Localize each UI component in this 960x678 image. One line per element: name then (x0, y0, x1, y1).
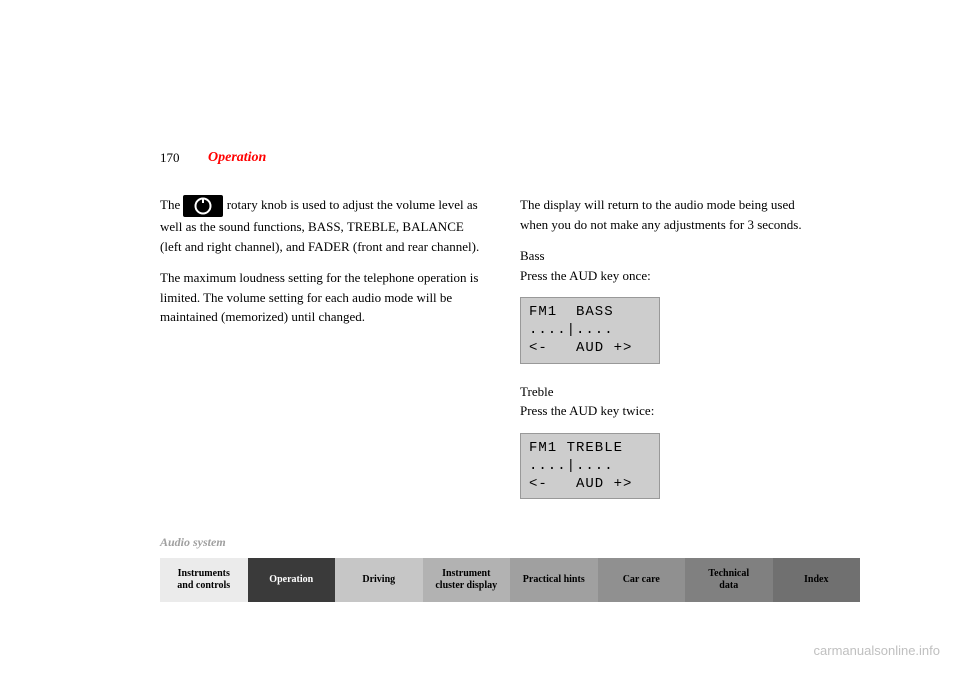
section-label: Audio system (160, 535, 226, 550)
lcd-line: <- AUD +> (529, 476, 632, 492)
tab-driving[interactable]: Driving (335, 558, 423, 602)
right-column: The display will return to the audio mod… (520, 195, 820, 517)
tab-instruments[interactable]: Instrumentsand controls (160, 558, 248, 602)
tab-instrument-cluster[interactable]: Instrumentcluster display (423, 558, 511, 602)
tab-index[interactable]: Index (773, 558, 861, 602)
paragraph: The maximum loudness setting for the tel… (160, 268, 480, 327)
treble-text: Press the AUD key twice: (520, 401, 820, 421)
page-header: Operation (208, 150, 266, 166)
tab-car-care[interactable]: Car care (598, 558, 686, 602)
tab-operation[interactable]: Operation (248, 558, 336, 602)
tab-practical-hints[interactable]: Practical hints (510, 558, 598, 602)
lcd-line: ....|.... (529, 458, 614, 474)
nav-tabs: Instrumentsand controls Operation Drivin… (160, 558, 860, 602)
manual-page: 170 Operation The rotary knob is used to… (120, 110, 840, 620)
text: rotary knob is used to adjust the volume (227, 197, 435, 212)
rotary-knob-icon (183, 195, 223, 217)
bass-text: Press the AUD key once: (520, 266, 820, 286)
page-number: 170 (160, 150, 180, 166)
paragraph: The rotary knob is used to adjust the vo… (160, 195, 480, 256)
lcd-display-bass: FM1 BASS ....|.... <- AUD +> (520, 297, 660, 364)
lcd-line: FM1 TREBLE (529, 440, 623, 456)
tab-technical-data[interactable]: Technicaldata (685, 558, 773, 602)
treble-title: Treble (520, 382, 820, 402)
paragraph: The display will return to the audio mod… (520, 195, 820, 234)
lcd-line: ....|.... (529, 322, 614, 338)
text: The (160, 197, 183, 212)
watermark: carmanualsonline.info (814, 643, 940, 658)
lcd-display-treble: FM1 TREBLE ....|.... <- AUD +> (520, 433, 660, 500)
lcd-line: <- AUD +> (529, 340, 632, 356)
bass-title: Bass (520, 246, 820, 266)
lcd-line: FM1 BASS (529, 304, 614, 320)
left-column: The rotary knob is used to adjust the vo… (160, 195, 480, 339)
